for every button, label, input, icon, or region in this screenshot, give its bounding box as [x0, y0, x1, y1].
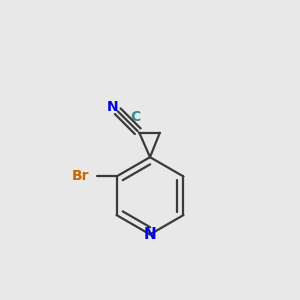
- Text: N: N: [107, 100, 118, 114]
- Text: N: N: [144, 227, 156, 242]
- Text: Br: Br: [72, 169, 89, 184]
- Text: C: C: [130, 110, 141, 124]
